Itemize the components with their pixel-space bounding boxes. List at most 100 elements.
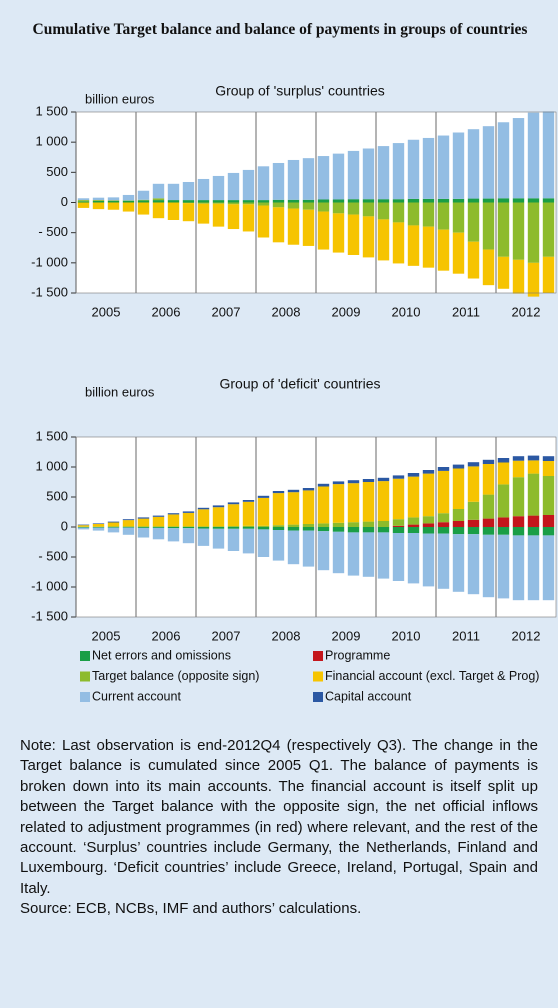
bar-segment bbox=[392, 202, 405, 223]
bar-segment bbox=[227, 204, 240, 230]
bar-segment bbox=[437, 135, 450, 199]
bar-segment bbox=[392, 475, 405, 479]
bar-segment bbox=[152, 527, 165, 540]
x-tick-label: 2010 bbox=[392, 628, 421, 643]
bar-segment bbox=[452, 232, 465, 274]
bar-segment bbox=[407, 524, 420, 527]
bar-segment bbox=[332, 199, 345, 203]
bar-segment bbox=[272, 530, 285, 561]
bar-segment bbox=[272, 202, 285, 208]
bar-segment bbox=[92, 200, 105, 201]
bar-segment bbox=[212, 202, 225, 204]
bar-segment bbox=[512, 118, 525, 199]
bar-segment bbox=[197, 527, 210, 529]
bar-segment bbox=[377, 532, 390, 579]
bar-segment bbox=[347, 150, 360, 200]
bar-segment bbox=[347, 483, 360, 523]
bar-segment bbox=[482, 202, 495, 250]
bar-segment bbox=[107, 527, 120, 528]
bar-segment bbox=[377, 521, 390, 527]
bar-segment bbox=[197, 178, 210, 201]
bar-segment bbox=[137, 200, 150, 203]
bar-segment bbox=[152, 515, 165, 517]
bar-segment bbox=[92, 524, 105, 527]
bar-segment bbox=[182, 528, 195, 544]
bar-segment bbox=[212, 200, 225, 203]
bar-segment bbox=[242, 527, 255, 529]
x-tick-label: 2008 bbox=[272, 628, 301, 643]
bar-segment bbox=[332, 522, 345, 527]
y-tick-label: 1 000 bbox=[35, 134, 68, 149]
bar-segment bbox=[257, 525, 270, 527]
bar-segment bbox=[422, 527, 435, 534]
bar-segment bbox=[467, 202, 480, 242]
bar-segment bbox=[122, 519, 135, 521]
bar-segment bbox=[482, 534, 495, 598]
bar-segment bbox=[317, 202, 330, 212]
bar-segment bbox=[182, 526, 195, 527]
bar-segment bbox=[377, 199, 390, 203]
bar-segment bbox=[512, 259, 525, 294]
bar-segment bbox=[302, 158, 315, 200]
bar-segment bbox=[107, 527, 120, 533]
bar-segment bbox=[437, 470, 450, 514]
bar-segment bbox=[167, 202, 180, 220]
bar-segment bbox=[77, 527, 90, 528]
bar-segment bbox=[377, 219, 390, 261]
legend-swatch bbox=[80, 671, 90, 682]
bar-segment bbox=[122, 194, 135, 201]
bar-segment bbox=[452, 509, 465, 521]
bar-segment bbox=[407, 476, 420, 518]
bar-segment bbox=[92, 197, 105, 201]
bar-segment bbox=[497, 198, 510, 203]
bar-segment bbox=[92, 527, 105, 528]
bar-segment bbox=[482, 464, 495, 495]
bar-segment bbox=[182, 203, 195, 222]
bar-segment bbox=[212, 527, 225, 529]
bar-segment bbox=[497, 462, 510, 485]
bar-segment bbox=[152, 183, 165, 199]
bar-segment bbox=[152, 527, 165, 528]
bar-segment bbox=[392, 222, 405, 264]
bar-segment bbox=[212, 526, 225, 527]
bar-segment bbox=[272, 525, 285, 527]
x-tick-label: 2006 bbox=[152, 304, 181, 319]
legend-label: Capital account bbox=[325, 689, 412, 703]
bar-segment bbox=[482, 198, 495, 203]
bar-segment bbox=[122, 520, 135, 527]
bar-segment bbox=[152, 200, 165, 203]
bar-segment bbox=[332, 213, 345, 253]
bar-segment bbox=[167, 183, 180, 201]
bar-segment bbox=[122, 527, 135, 535]
bar-segment bbox=[287, 492, 300, 525]
bar-segment bbox=[482, 126, 495, 199]
bar-segment bbox=[512, 202, 525, 260]
bar-segment bbox=[527, 515, 540, 527]
bar-segment bbox=[272, 527, 285, 530]
bar-segment bbox=[317, 483, 330, 487]
bar-segment bbox=[422, 202, 435, 227]
bar-segment bbox=[122, 200, 135, 203]
subtitle: Group of 'deficit' countries bbox=[220, 376, 381, 392]
y-tick-label: 0 bbox=[61, 194, 68, 209]
bar-segment bbox=[302, 199, 315, 203]
bar-segment bbox=[197, 507, 210, 510]
bar-segment bbox=[182, 527, 195, 529]
bar-segment bbox=[227, 502, 240, 505]
bar-segment bbox=[437, 198, 450, 203]
bar-segment bbox=[272, 493, 285, 526]
plot-frame bbox=[75, 111, 557, 294]
bar-segment bbox=[107, 200, 120, 203]
bar-segment bbox=[122, 527, 135, 528]
bar-segment bbox=[407, 533, 420, 584]
x-tick-label: 2012 bbox=[512, 304, 541, 319]
bar-segment bbox=[527, 473, 540, 516]
x-tick-label: 2007 bbox=[212, 628, 241, 643]
bar-segment bbox=[287, 524, 300, 527]
bar-segment bbox=[77, 201, 90, 203]
bar-segment bbox=[242, 500, 255, 502]
x-tick-label: 2006 bbox=[152, 628, 181, 643]
bar-segment bbox=[152, 198, 165, 201]
legend-swatch bbox=[80, 651, 90, 661]
